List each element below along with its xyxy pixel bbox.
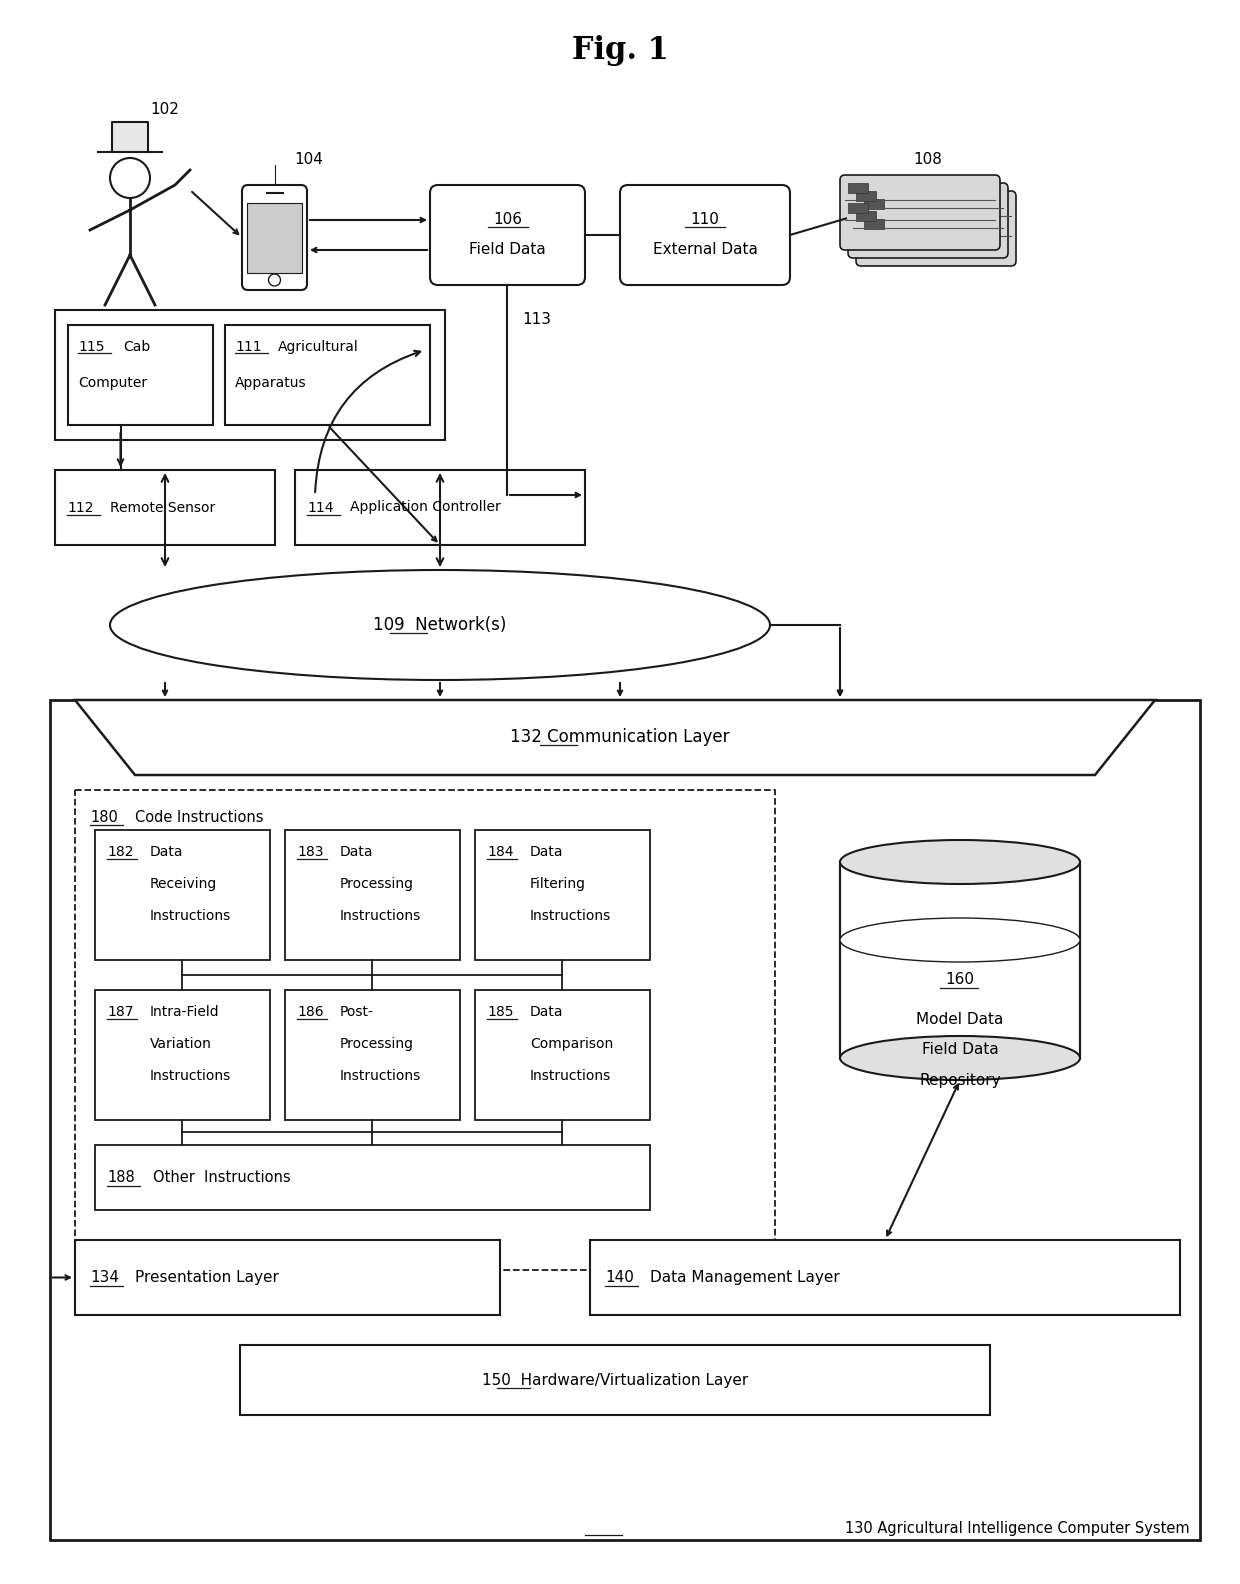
Text: Presentation Layer: Presentation Layer xyxy=(135,1270,279,1285)
Text: Data: Data xyxy=(529,1004,563,1019)
Text: Model Data: Model Data xyxy=(916,1012,1003,1028)
Text: 104: 104 xyxy=(295,152,324,168)
Text: Data: Data xyxy=(529,844,563,859)
Text: 160: 160 xyxy=(945,973,975,987)
Text: Data: Data xyxy=(340,844,373,859)
Text: Processing: Processing xyxy=(340,1038,414,1052)
Bar xyxy=(848,203,868,212)
Bar xyxy=(74,1240,500,1315)
Bar xyxy=(295,470,585,545)
Circle shape xyxy=(110,158,150,198)
Polygon shape xyxy=(112,122,148,152)
Bar xyxy=(839,862,1080,1058)
Text: 182: 182 xyxy=(107,844,134,859)
Ellipse shape xyxy=(839,840,1080,884)
Text: 150  Hardware/Virtualization Layer: 150 Hardware/Virtualization Layer xyxy=(482,1372,748,1388)
Text: 113: 113 xyxy=(522,312,551,328)
Ellipse shape xyxy=(839,1036,1080,1080)
Bar xyxy=(55,470,275,545)
Text: Instructions: Instructions xyxy=(150,1069,231,1083)
Bar xyxy=(864,219,884,230)
FancyBboxPatch shape xyxy=(242,185,308,290)
Text: Instructions: Instructions xyxy=(340,1069,422,1083)
Ellipse shape xyxy=(839,919,1080,961)
Text: Comparison: Comparison xyxy=(529,1038,614,1052)
Bar xyxy=(55,310,445,440)
Bar xyxy=(848,184,868,193)
Text: Field Data: Field Data xyxy=(921,1042,998,1058)
Bar xyxy=(475,990,650,1120)
Text: Remote Sensor: Remote Sensor xyxy=(110,501,216,515)
Text: Agricultural: Agricultural xyxy=(278,341,358,353)
Text: Code Instructions: Code Instructions xyxy=(135,811,263,825)
Bar xyxy=(247,203,303,272)
Text: Instructions: Instructions xyxy=(150,909,231,923)
Text: Instructions: Instructions xyxy=(340,909,422,923)
Bar xyxy=(285,990,460,1120)
Text: Intra-Field: Intra-Field xyxy=(150,1004,219,1019)
Text: 114: 114 xyxy=(308,501,334,515)
Text: 110: 110 xyxy=(691,212,719,228)
Text: 132 Communication Layer: 132 Communication Layer xyxy=(510,729,730,746)
Text: Apparatus: Apparatus xyxy=(236,375,306,390)
Text: Field Data: Field Data xyxy=(469,242,546,258)
Text: 115: 115 xyxy=(78,341,104,353)
Bar xyxy=(856,211,875,222)
Text: 111: 111 xyxy=(236,341,262,353)
Bar xyxy=(95,1145,650,1210)
Bar xyxy=(224,325,430,425)
Text: 130 Agricultural Intelligence Computer System: 130 Agricultural Intelligence Computer S… xyxy=(846,1521,1190,1535)
Bar xyxy=(95,830,270,960)
Ellipse shape xyxy=(110,570,770,680)
Bar xyxy=(74,790,775,1270)
Text: Receiving: Receiving xyxy=(150,878,217,890)
Text: 186: 186 xyxy=(298,1004,324,1019)
Text: Post-: Post- xyxy=(340,1004,374,1019)
Text: Repository: Repository xyxy=(919,1072,1001,1088)
Text: 188: 188 xyxy=(107,1171,135,1185)
FancyBboxPatch shape xyxy=(430,185,585,285)
Text: 112: 112 xyxy=(67,501,93,515)
Bar xyxy=(50,700,1200,1540)
Text: Application Controller: Application Controller xyxy=(350,501,501,515)
Text: Filtering: Filtering xyxy=(529,878,587,890)
Text: 185: 185 xyxy=(487,1004,513,1019)
Bar xyxy=(95,990,270,1120)
FancyBboxPatch shape xyxy=(856,192,1016,266)
Text: External Data: External Data xyxy=(652,242,758,258)
Text: 134: 134 xyxy=(91,1270,119,1285)
Text: 140: 140 xyxy=(605,1270,634,1285)
Text: Fig. 1: Fig. 1 xyxy=(572,35,668,65)
Text: Instructions: Instructions xyxy=(529,909,611,923)
Bar xyxy=(241,1345,990,1415)
Text: 184: 184 xyxy=(487,844,513,859)
Text: 102: 102 xyxy=(150,103,179,117)
Text: 183: 183 xyxy=(298,844,324,859)
Text: 106: 106 xyxy=(494,212,522,228)
Text: 109  Network(s): 109 Network(s) xyxy=(373,616,507,634)
Bar xyxy=(285,830,460,960)
Text: 187: 187 xyxy=(107,1004,134,1019)
Circle shape xyxy=(269,274,280,287)
Bar xyxy=(856,192,875,201)
Polygon shape xyxy=(74,700,1154,775)
Text: Data: Data xyxy=(150,844,184,859)
Text: Processing: Processing xyxy=(340,878,414,890)
FancyBboxPatch shape xyxy=(620,185,790,285)
Text: Computer: Computer xyxy=(78,375,148,390)
Text: 108: 108 xyxy=(914,152,942,168)
Text: Instructions: Instructions xyxy=(529,1069,611,1083)
Text: Cab: Cab xyxy=(123,341,150,353)
FancyBboxPatch shape xyxy=(848,184,1008,258)
Bar xyxy=(475,830,650,960)
Bar xyxy=(590,1240,1180,1315)
Text: Data Management Layer: Data Management Layer xyxy=(650,1270,839,1285)
Bar xyxy=(864,200,884,209)
Text: Variation: Variation xyxy=(150,1038,212,1052)
Text: 180: 180 xyxy=(91,811,118,825)
Bar xyxy=(68,325,213,425)
FancyBboxPatch shape xyxy=(839,174,999,250)
Text: Other  Instructions: Other Instructions xyxy=(153,1171,290,1185)
